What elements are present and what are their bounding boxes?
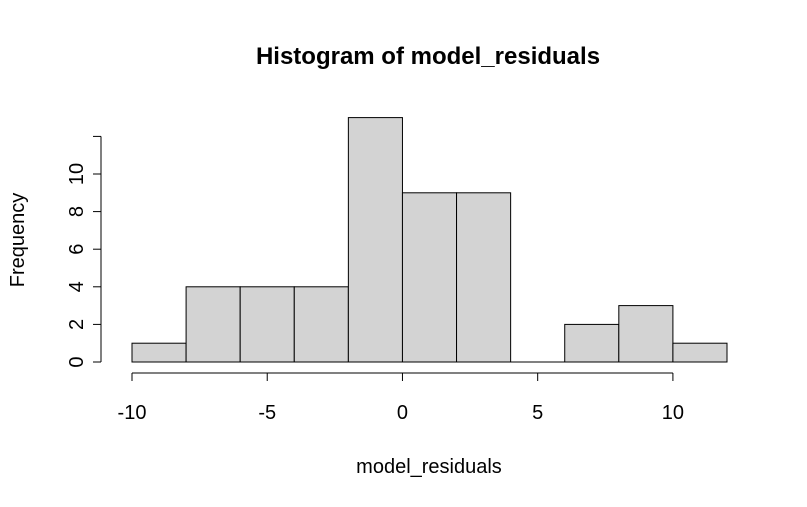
histogram-bar bbox=[618, 305, 674, 363]
histogram-bar bbox=[347, 117, 403, 363]
histogram-bars bbox=[131, 117, 728, 363]
chart-title: Histogram of model_residuals bbox=[256, 43, 600, 70]
histogram-bar bbox=[672, 342, 728, 363]
x-tick-label: -10 bbox=[118, 402, 147, 424]
x-tick-label: 0 bbox=[397, 402, 408, 424]
y-axis-label: Frequency bbox=[7, 193, 29, 288]
histogram-bar bbox=[401, 192, 458, 363]
histogram-bar bbox=[293, 286, 349, 363]
x-tick-label: 10 bbox=[662, 402, 684, 424]
x-axis-label: model_residuals bbox=[356, 456, 502, 478]
y-tick-label: 4 bbox=[66, 281, 88, 292]
histogram-bar bbox=[456, 192, 512, 363]
histogram-bar bbox=[239, 286, 295, 363]
x-axis: -10 -5 0 5 10 bbox=[118, 372, 684, 424]
y-axis: 0 2 4 6 8 10 bbox=[66, 135, 102, 368]
x-tick-label: 5 bbox=[532, 402, 543, 424]
y-tick-label: 8 bbox=[66, 206, 88, 217]
histogram-bar bbox=[131, 342, 187, 363]
y-tick-label: 10 bbox=[66, 163, 88, 185]
y-tick-label: 0 bbox=[66, 356, 88, 367]
x-tick-label: -5 bbox=[258, 402, 276, 424]
histogram-bar bbox=[564, 323, 620, 363]
y-tick-label: 2 bbox=[66, 319, 88, 330]
histogram-bar bbox=[185, 286, 241, 363]
y-tick-label: 6 bbox=[66, 244, 88, 255]
